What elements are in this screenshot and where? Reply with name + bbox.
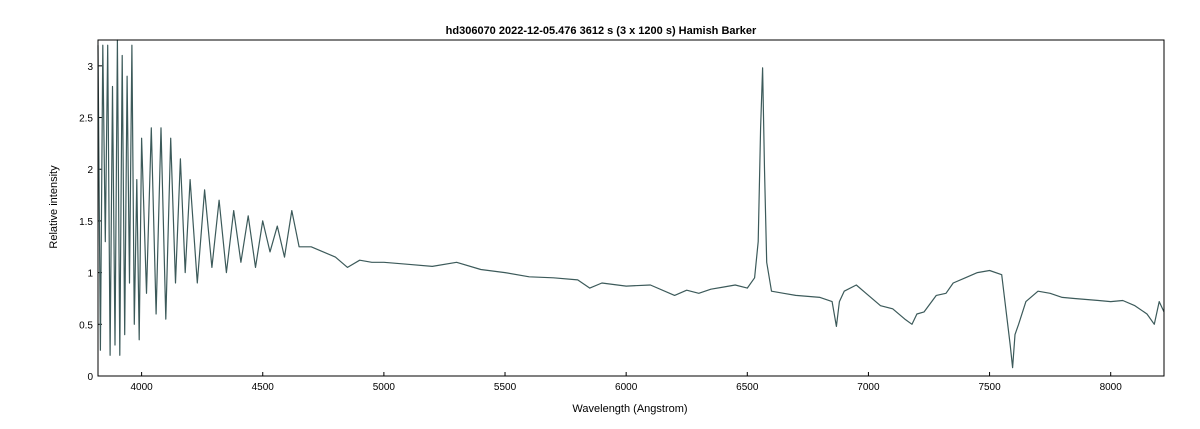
y-tick-label: 0.5 [79,320,93,331]
y-tick-label: 0 [87,372,93,383]
x-tick-label: 5500 [494,382,517,393]
x-tick-label: 6500 [736,382,759,393]
x-tick-label: 7000 [857,382,880,393]
y-tick-label: 3 [87,62,93,73]
x-axis-label: Wavelength (Angstrom) [572,403,687,415]
x-tick-label: 6000 [615,382,638,393]
x-tick-label: 7500 [978,382,1001,393]
y-tick-label: 2.5 [79,114,93,125]
chart-title: hd306070 2022-12-05.476 3612 s (3 x 1200… [446,25,757,37]
y-tick-label: 2 [87,165,93,176]
spectrum-line [97,39,1165,369]
y-axis-label: Relative intensity [48,165,60,249]
x-tick-label: 5000 [373,382,396,393]
x-tick-label: 4500 [252,382,275,393]
x-tick-label: 8000 [1100,382,1123,393]
plot-frame [97,39,1165,377]
y-tick-label: 1.5 [79,217,93,228]
y-tick-label: 1 [87,269,93,280]
x-tick-label: 4000 [130,382,153,393]
